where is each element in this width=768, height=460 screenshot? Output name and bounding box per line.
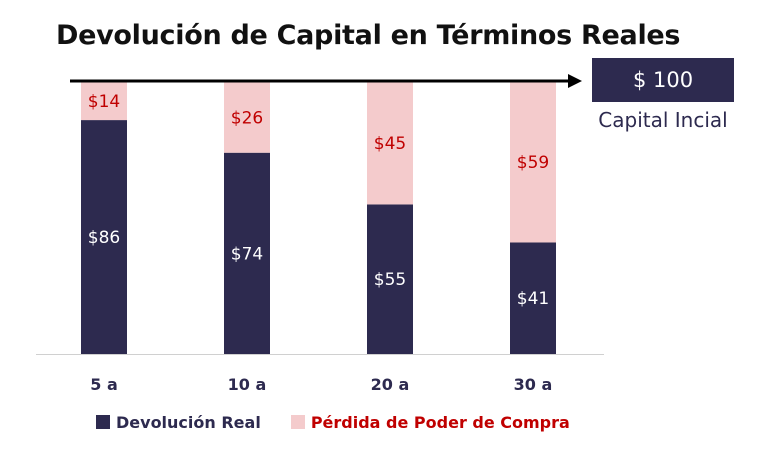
data-label: $55 bbox=[374, 270, 406, 290]
bar-real bbox=[367, 204, 413, 354]
bar-real bbox=[224, 152, 270, 354]
bar-real bbox=[510, 242, 556, 354]
data-label: $14 bbox=[88, 92, 120, 112]
capital-value: $ 100 bbox=[632, 68, 694, 92]
legend-item-real: Devolución Real bbox=[96, 413, 261, 432]
bar-loss bbox=[510, 82, 556, 243]
legend-label-loss: Pérdida de Poder de Compra bbox=[310, 412, 570, 432]
data-label: $86 bbox=[88, 228, 120, 248]
bar-loss bbox=[224, 82, 270, 153]
bar-real bbox=[81, 120, 127, 354]
bar-loss bbox=[367, 82, 413, 205]
x-tick-label: 10 a bbox=[228, 375, 267, 394]
capital-label: Capital Incial bbox=[598, 108, 728, 132]
legend-label-real: Devolución Real bbox=[116, 412, 261, 432]
data-label: $26 bbox=[231, 108, 263, 128]
data-label: $74 bbox=[231, 244, 263, 264]
x-tick-label: 30 a bbox=[514, 375, 553, 394]
legend: Devolución Real Pérdida de Poder de Comp… bbox=[96, 410, 600, 434]
capital-arrow-head bbox=[568, 74, 582, 88]
legend-swatch-real bbox=[96, 415, 110, 429]
capital-box: $ 100 bbox=[592, 58, 734, 102]
chart-title: Devolución de Capital en Términos Reales bbox=[56, 20, 681, 51]
x-tick-label: 5 a bbox=[90, 375, 118, 394]
bar-loss bbox=[81, 82, 127, 121]
legend-swatch-loss bbox=[290, 415, 305, 429]
data-label: $41 bbox=[517, 289, 549, 309]
x-tick-label: 20 a bbox=[371, 375, 410, 394]
data-label: $59 bbox=[517, 153, 549, 173]
data-label: $45 bbox=[374, 134, 406, 154]
legend-item-loss: Pérdida de Poder de Compra bbox=[290, 412, 570, 432]
